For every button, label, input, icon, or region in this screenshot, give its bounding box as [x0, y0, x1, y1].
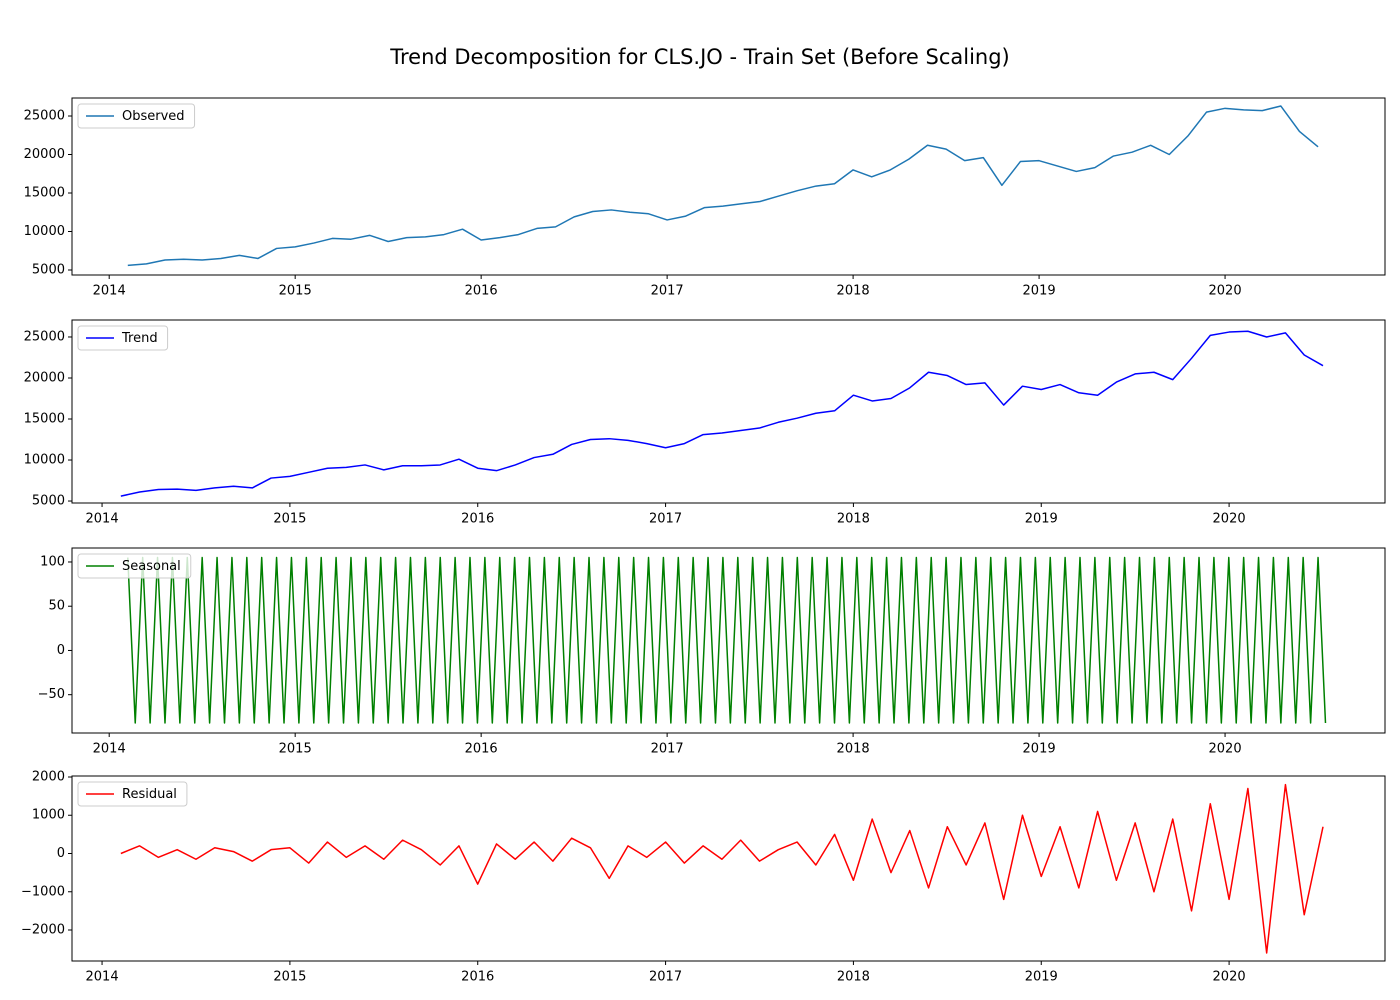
x-tick-label: 2016	[465, 742, 498, 757]
plot-area	[72, 776, 1385, 961]
y-tick-label: 5000	[32, 262, 65, 277]
y-tick-label: 15000	[24, 412, 65, 427]
plot-area	[72, 320, 1385, 503]
y-tick-label: 2000	[32, 769, 65, 784]
plot-group	[127, 556, 1327, 724]
plot-frame	[71, 775, 1386, 962]
legend-label: Residual	[122, 787, 177, 802]
x-tick-label: 2014	[93, 284, 126, 299]
plot-group	[120, 330, 1324, 497]
x-tick-label: 2018	[837, 512, 870, 527]
plot-frame	[71, 319, 1386, 504]
x-tick-label: 2017	[651, 742, 684, 757]
x-tick-label: 2019	[1023, 742, 1056, 757]
y-tick-label: 1000	[32, 808, 65, 823]
x-tick-label: 2017	[651, 284, 684, 299]
legend-box	[77, 781, 188, 807]
x-tick-label: 2016	[461, 512, 494, 527]
x-tick-label: 2016	[465, 284, 498, 299]
x-tick-label: 2014	[86, 970, 119, 985]
y-tick-label: 20000	[24, 370, 65, 385]
y-tick-label: 50	[48, 599, 65, 614]
y-tick-label: 0	[57, 846, 65, 861]
y-tick-label: 15000	[24, 186, 65, 201]
plot-frame	[71, 547, 1386, 734]
plot-area	[72, 98, 1385, 275]
x-tick-label: 2020	[1213, 970, 1246, 985]
x-tick-label: 2015	[273, 970, 306, 985]
data-line	[127, 556, 1327, 724]
x-tick-label: 2020	[1209, 284, 1242, 299]
y-tick-label: −50	[38, 687, 65, 702]
legend-label: Seasonal	[122, 559, 181, 574]
y-tick-label: 10000	[24, 224, 65, 239]
x-tick-label: 2014	[93, 742, 126, 757]
x-tick-label: 2014	[86, 512, 119, 527]
y-tick-label: 100	[40, 554, 65, 569]
y-tick-label: −2000	[21, 923, 65, 938]
x-tick-label: 2015	[279, 742, 312, 757]
legend-box	[77, 553, 192, 579]
x-tick-label: 2018	[837, 970, 870, 985]
x-tick-label: 2015	[273, 512, 306, 527]
y-tick-label: 25000	[24, 109, 65, 124]
data-line	[120, 783, 1324, 954]
y-tick-label: 0	[57, 643, 65, 658]
y-tick-label: −1000	[21, 884, 65, 899]
plot-group	[127, 105, 1319, 267]
x-tick-label: 2017	[649, 512, 682, 527]
legend-box	[77, 325, 169, 351]
legend-label: Trend	[121, 331, 158, 346]
x-tick-label: 2017	[649, 970, 682, 985]
data-line	[120, 330, 1324, 497]
x-tick-label: 2015	[279, 284, 312, 299]
x-tick-label: 2018	[837, 742, 870, 757]
data-line	[127, 105, 1319, 267]
figure-title: Trend Decomposition for CLS.JO - Train S…	[389, 45, 1010, 69]
x-tick-label: 2016	[461, 970, 494, 985]
y-tick-label: 25000	[24, 329, 65, 344]
x-tick-label: 2020	[1213, 512, 1246, 527]
y-tick-label: 10000	[24, 453, 65, 468]
legend-label: Observed	[122, 109, 185, 124]
x-tick-label: 2019	[1025, 970, 1058, 985]
x-tick-label: 2020	[1209, 742, 1242, 757]
plot-frame	[71, 97, 1386, 276]
y-tick-label: 5000	[32, 494, 65, 509]
legend-box	[77, 103, 196, 129]
x-tick-label: 2019	[1023, 284, 1056, 299]
y-tick-label: 20000	[24, 147, 65, 162]
x-tick-label: 2019	[1025, 512, 1058, 527]
plot-group	[120, 783, 1324, 954]
x-tick-label: 2018	[837, 284, 870, 299]
